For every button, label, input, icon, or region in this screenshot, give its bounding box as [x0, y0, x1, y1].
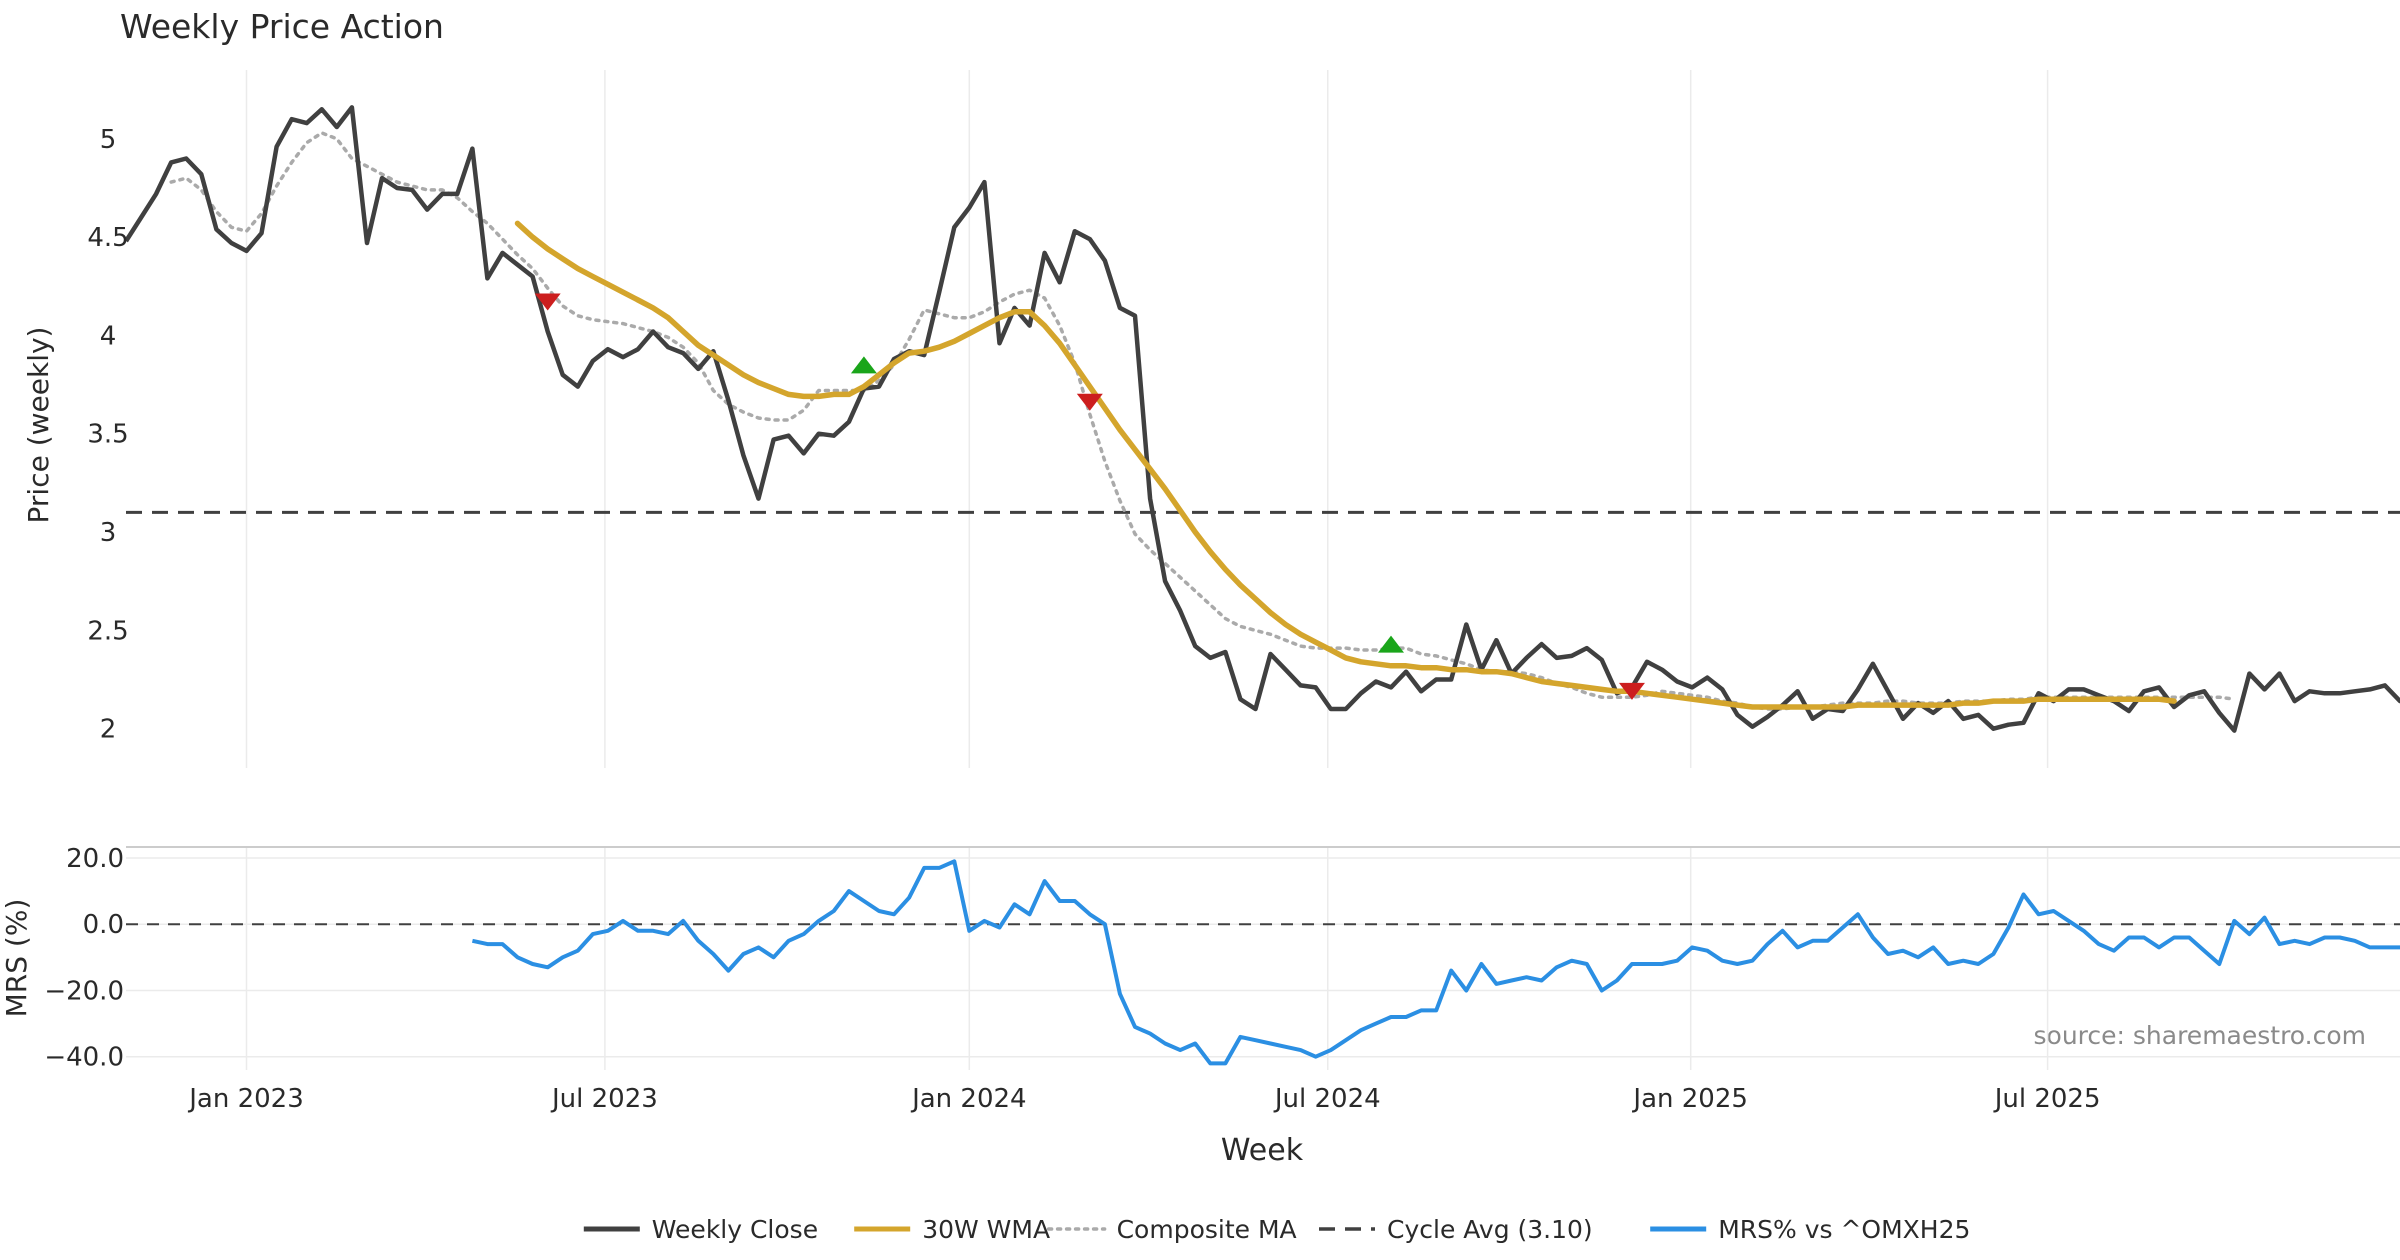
legend-label: MRS% vs ^OMXH25: [1718, 1215, 1970, 1244]
legend: Weekly Close 30W WMA Composite MA Cycle Avg…: [583, 1215, 1970, 1244]
composite-ma-line: [169, 131, 2237, 711]
mrs-tick-label: 20.0: [66, 844, 124, 874]
x-tick-label: Jan 2024: [910, 1084, 1027, 1114]
price-tick-label: 2.5: [87, 616, 128, 646]
reference-lines: [126, 510, 2400, 926]
source-credit: source: sharemaestro.com: [2034, 1021, 2367, 1050]
series-lines: [124, 105, 2400, 1066]
buy-signal-marker: [1378, 635, 1405, 653]
sell-signal-marker: [1076, 393, 1103, 411]
x-tick-label: Jan 2023: [187, 1084, 304, 1114]
x-tick-label: Jul 2023: [550, 1084, 658, 1114]
mrs-tick-label: −40.0: [44, 1043, 124, 1073]
legend-label: Weekly Close: [652, 1215, 818, 1244]
x-axis-label: Week: [1221, 1133, 1304, 1168]
sell-signal-marker: [534, 293, 561, 311]
price-tick-label: 4: [100, 321, 117, 351]
wma-30w-line: [514, 220, 2177, 710]
tick-labels: 2 2.5 3 3.5 4 4.5 5 20.0 0.0 −20.0 −40.0 Jan 2023 Ju…: [44, 125, 2100, 1114]
legend-label: Cycle Avg (3.10): [1387, 1215, 1593, 1244]
mrs-line: [471, 859, 2400, 1066]
legend-label: 30W WMA: [922, 1215, 1050, 1244]
chart-title: Weekly Price Action: [120, 7, 444, 46]
sell-signal-marker: [1618, 682, 1645, 700]
x-tick-label: Jul 2024: [1273, 1084, 1381, 1114]
price-tick-label: 3.5: [87, 420, 128, 450]
price-tick-label: 2: [100, 715, 117, 745]
price-tick-label: 3: [100, 518, 117, 548]
mrs-tick-label: −20.0: [44, 976, 124, 1006]
weekly-close-line: [124, 105, 2400, 733]
legend-label: Composite MA: [1117, 1215, 1297, 1244]
price-tick-label: 5: [100, 125, 117, 155]
price-tick-label: 4.5: [87, 223, 128, 253]
signal-markers: [534, 293, 1645, 700]
x-tick-label: Jul 2025: [1993, 1084, 2101, 1114]
x-tick-label: Jan 2025: [1631, 1084, 1748, 1114]
mrs-axis-label: MRS (%): [0, 899, 33, 1018]
mrs-tick-label: 0.0: [83, 910, 124, 940]
buy-signal-marker: [850, 356, 877, 374]
price-axis-label: Price (weekly): [22, 327, 55, 524]
